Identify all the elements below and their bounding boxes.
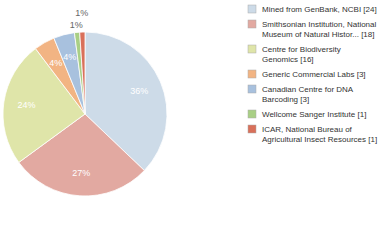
legend-line: Agricultural Insect Resources [1]	[262, 135, 377, 144]
data-label: 24%	[18, 100, 36, 110]
legend-line: Smithsonian Institution, National	[262, 20, 377, 29]
slice	[54, 33, 85, 114]
data-labels: 36% 27% 24% 4%4% 1% 1%	[18, 8, 149, 178]
legend-swatch	[248, 70, 256, 78]
legend-line: Genomics [16]	[262, 55, 314, 64]
legend-label: Wellcome Sanger Institute [1]	[262, 110, 366, 119]
data-label: 4%	[49, 58, 62, 68]
legend-swatch	[248, 5, 256, 13]
legend-swatch	[248, 110, 256, 118]
legend-label: Generic Commercial Labs [3]	[262, 70, 366, 79]
data-label: 1%	[75, 8, 88, 18]
legend-line: ICAR, National Bureau of	[262, 125, 353, 134]
legend-swatch	[248, 125, 256, 133]
legend-line: Wellcome Sanger Institute [1]	[262, 110, 366, 119]
data-label: 27%	[72, 168, 90, 178]
slice	[74, 32, 85, 114]
legend-line: Barcoding [3]	[262, 95, 309, 104]
data-label: 1%	[70, 20, 83, 30]
legend-swatch	[248, 45, 256, 53]
legend-label: Centre for BiodiversityGenomics [16]	[262, 45, 341, 64]
legend-swatch	[248, 20, 256, 28]
legend-line: Generic Commercial Labs [3]	[262, 70, 366, 79]
legend-label: Mined from GenBank, NCBI [24]	[262, 5, 377, 14]
legend-label: Canadian Centre for DNABarcoding [3]	[262, 85, 354, 104]
legend-swatch	[248, 85, 256, 93]
legend-line: Museum of Natural Histor... [18]	[262, 30, 375, 39]
data-label: 36%	[130, 86, 148, 96]
legend-line: Centre for Biodiversity	[262, 45, 341, 54]
legend-label: Smithsonian Institution, NationalMuseum …	[262, 20, 377, 39]
pie	[3, 32, 167, 196]
legend-line: Canadian Centre for DNA	[262, 85, 354, 94]
data-label: 4%	[63, 52, 76, 62]
legend: Mined from GenBank, NCBI [24] Smithsonian…	[248, 5, 377, 144]
slice	[80, 32, 85, 114]
chart: 36% 27% 24% 4%4% 1% 1% Mined from GenBank, NCB…	[0, 0, 380, 240]
legend-line: Mined from GenBank, NCBI [24]	[262, 5, 377, 14]
legend-label: ICAR, National Bureau ofAgricultural Ins…	[262, 125, 377, 144]
